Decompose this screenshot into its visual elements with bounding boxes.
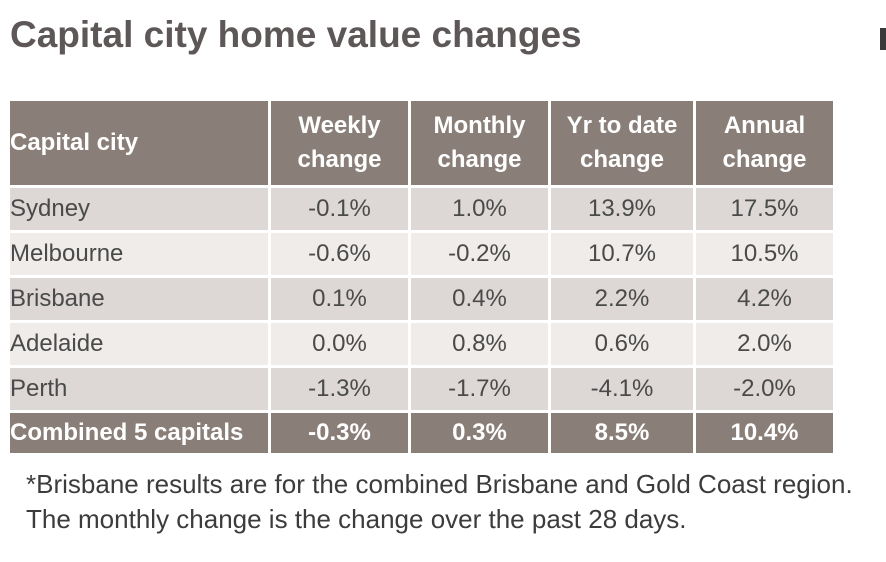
table-row: Brisbane 0.1% 0.4% 2.2% 4.2%: [10, 278, 833, 320]
cell-city: Combined 5 capitals: [10, 413, 268, 453]
column-header-line: change: [297, 146, 382, 173]
cell-weekly: -0.6%: [271, 233, 408, 275]
cell-annual: -2.0%: [696, 368, 833, 410]
column-header-annual-change: Annual change: [696, 101, 833, 185]
column-header-line: change: [579, 146, 665, 173]
cell-annual: 2.0%: [696, 323, 833, 365]
column-header-line: change: [437, 146, 522, 173]
cell-ytd: 8.5%: [551, 413, 693, 453]
cell-city: Perth: [10, 368, 268, 410]
column-header-weekly-change: Weekly change: [271, 101, 408, 185]
cell-annual: 4.2%: [696, 278, 833, 320]
column-header-line: Annual: [723, 112, 806, 139]
cell-annual: 10.5%: [696, 233, 833, 275]
column-header-ytd-change: Yr to date change: [551, 101, 693, 185]
cell-monthly: 0.4%: [411, 278, 548, 320]
cell-annual: 17.5%: [696, 188, 833, 230]
table-row: Sydney -0.1% 1.0% 13.9% 17.5%: [10, 188, 833, 230]
edge-mark: [880, 28, 886, 50]
cell-weekly: -0.1%: [271, 188, 408, 230]
column-header-capital-city: Capital city: [10, 101, 268, 185]
table-header-row: Capital city Weekly change Monthly chang…: [10, 101, 833, 185]
column-header-monthly-change: Monthly change: [411, 101, 548, 185]
cell-ytd: 13.9%: [551, 188, 693, 230]
cell-city: Sydney: [10, 188, 268, 230]
cell-city: Adelaide: [10, 323, 268, 365]
table-row: Adelaide 0.0% 0.8% 0.6% 2.0%: [10, 323, 833, 365]
footnote: *Brisbane results are for the combined B…: [26, 469, 853, 534]
home-value-table: Capital city Weekly change Monthly chang…: [7, 98, 836, 456]
cell-city: Melbourne: [10, 233, 268, 275]
cell-monthly: 0.3%: [411, 413, 548, 453]
cell-city: Brisbane: [10, 278, 268, 320]
table-total-row: Combined 5 capitals -0.3% 0.3% 8.5% 10.4…: [10, 413, 833, 453]
cell-ytd: 10.7%: [551, 233, 693, 275]
cell-weekly: -1.3%: [271, 368, 408, 410]
column-header-line: Weekly: [298, 112, 381, 139]
cell-ytd: 0.6%: [551, 323, 693, 365]
cell-monthly: 1.0%: [411, 188, 548, 230]
cell-monthly: 0.8%: [411, 323, 548, 365]
table-row: Perth -1.3% -1.7% -4.1% -2.0%: [10, 368, 833, 410]
column-header-line: Capital city: [10, 129, 139, 156]
cell-ytd: 2.2%: [551, 278, 693, 320]
page-title: Capital city home value changes: [10, 14, 582, 55]
table-row: Melbourne -0.6% -0.2% 10.7% 10.5%: [10, 233, 833, 275]
cell-monthly: -0.2%: [411, 233, 548, 275]
column-header-line: Yr to date: [566, 112, 678, 139]
cell-annual: 10.4%: [696, 413, 833, 453]
column-header-line: change: [722, 146, 807, 173]
cell-weekly: -0.3%: [271, 413, 408, 453]
cell-ytd: -4.1%: [551, 368, 693, 410]
cell-weekly: 0.1%: [271, 278, 408, 320]
column-header-line: Monthly: [433, 112, 526, 139]
cell-weekly: 0.0%: [271, 323, 408, 365]
cell-monthly: -1.7%: [411, 368, 548, 410]
